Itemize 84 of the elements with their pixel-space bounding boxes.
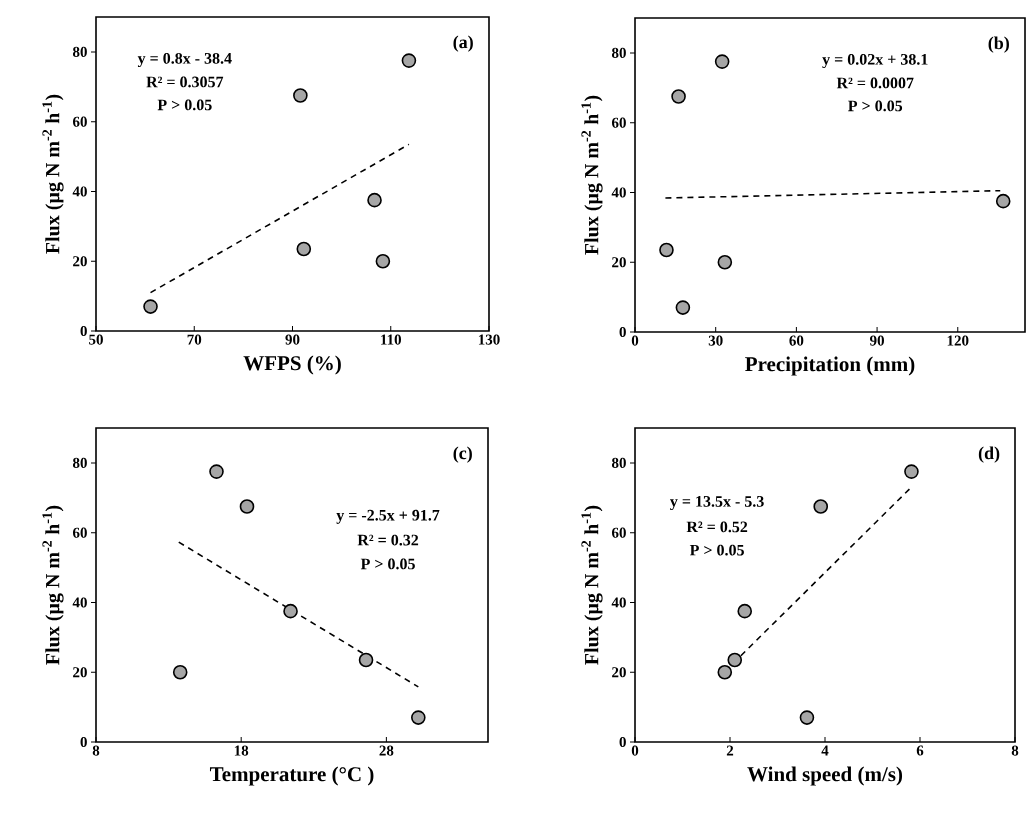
point xyxy=(367,192,382,208)
point xyxy=(293,88,308,103)
y-tick-label: 80 xyxy=(72,457,87,468)
annotation: (c) xyxy=(453,446,472,463)
y-tick-label: 40 xyxy=(611,187,626,198)
point xyxy=(239,499,255,514)
y-tick-label: 60 xyxy=(611,527,626,538)
annotation: y = 13.5x - 5.3 xyxy=(670,496,764,511)
x-axis-title: WFPS (%) xyxy=(243,355,341,375)
point xyxy=(283,603,298,619)
y-tick-label: 80 xyxy=(611,457,626,468)
annotation: y = 0.02x + 38.1 xyxy=(822,53,928,69)
annotation: P > 0.05 xyxy=(689,544,744,556)
x-tick-label: 90 xyxy=(869,335,885,346)
y-tick-label: 0 xyxy=(619,736,626,748)
point xyxy=(659,242,674,258)
point xyxy=(671,89,686,104)
point xyxy=(813,499,829,514)
x-axis-title: Wind speed (m/s) xyxy=(747,766,903,786)
point xyxy=(799,710,815,725)
x-axis-title: Temperature (°C ) xyxy=(209,766,374,786)
annotation: (a) xyxy=(453,35,473,52)
y-tick-label: 60 xyxy=(611,117,626,128)
x-tick-label: 18 xyxy=(234,745,249,756)
point xyxy=(411,710,426,725)
x-tick-label: 110 xyxy=(381,334,402,345)
y-tick-label: 20 xyxy=(612,257,626,268)
point xyxy=(727,652,743,668)
annotation: y = 0.8x - 38.4 xyxy=(137,52,232,68)
y-axis-title: Flux (µg N m$^{-2}$ h$^{-1}$) xyxy=(42,94,64,254)
point xyxy=(172,664,188,680)
y-tick-label: 60 xyxy=(72,527,87,538)
point xyxy=(717,664,733,680)
point xyxy=(375,253,391,269)
x-tick-label: 60 xyxy=(789,335,804,346)
x-tick-label: 0 xyxy=(631,745,639,756)
point xyxy=(675,300,691,315)
point xyxy=(401,53,417,68)
annotation: R² = 0.0007 xyxy=(836,77,914,89)
y-tick-label: 40 xyxy=(611,597,626,608)
y-tick-label: 80 xyxy=(72,46,87,57)
y-axis-title: Flux (µg N m$^{-2}$ h$^{-1}$) xyxy=(42,505,64,665)
annotation: P > 0.05 xyxy=(848,100,903,112)
point xyxy=(358,652,374,668)
annotation: R² = 0.3057 xyxy=(146,76,224,88)
annotation: (b) xyxy=(988,36,1009,53)
y-tick-label: 60 xyxy=(72,116,87,127)
x-tick-label: 2 xyxy=(726,745,734,756)
annotation: (d) xyxy=(978,446,1000,463)
y-tick-label: 0 xyxy=(80,736,87,748)
point xyxy=(714,54,730,69)
x-tick-label: 90 xyxy=(285,334,300,345)
point xyxy=(143,299,158,314)
y-tick-label: 20 xyxy=(612,667,626,678)
y-axis-title: Flux (µg N m$^{-2}$ h$^{-1}$) xyxy=(581,505,603,665)
x-tick-label: 70 xyxy=(187,334,202,345)
x-tick-label: 4 xyxy=(821,745,829,756)
y-tick-label: 40 xyxy=(72,186,87,197)
x-tick-label: 0 xyxy=(631,335,639,346)
y-tick-label: 20 xyxy=(73,256,87,267)
point xyxy=(296,241,312,257)
x-tick-label: 120 xyxy=(947,335,969,346)
y-tick-label: 40 xyxy=(72,597,87,608)
y-tick-label: 20 xyxy=(73,667,87,678)
point xyxy=(209,464,224,479)
annotation: R² = 0.32 xyxy=(357,534,419,546)
x-tick-label: 130 xyxy=(478,334,500,345)
annotation: P > 0.05 xyxy=(157,99,212,111)
y-tick-label: 0 xyxy=(80,325,87,337)
y-axis-title: Flux (µg N m$^{-2}$ h$^{-1}$) xyxy=(581,95,603,255)
x-tick-label: 8 xyxy=(1011,745,1019,756)
point xyxy=(717,254,733,270)
x-tick-label: 6 xyxy=(916,745,924,756)
x-tick-label: 30 xyxy=(708,335,723,346)
x-tick-label: 28 xyxy=(379,745,394,756)
point xyxy=(904,464,919,479)
x-axis-title: Precipitation (mm) xyxy=(745,356,915,376)
point xyxy=(737,603,753,619)
x-tick-label: 8 xyxy=(92,745,100,756)
annotation: R² = 0.52 xyxy=(686,521,748,533)
x-tick-label: 50 xyxy=(89,334,103,345)
annotation: P > 0.05 xyxy=(360,558,415,570)
y-tick-label: 80 xyxy=(611,47,626,58)
annotation: y = -2.5x + 91.7 xyxy=(336,509,440,524)
